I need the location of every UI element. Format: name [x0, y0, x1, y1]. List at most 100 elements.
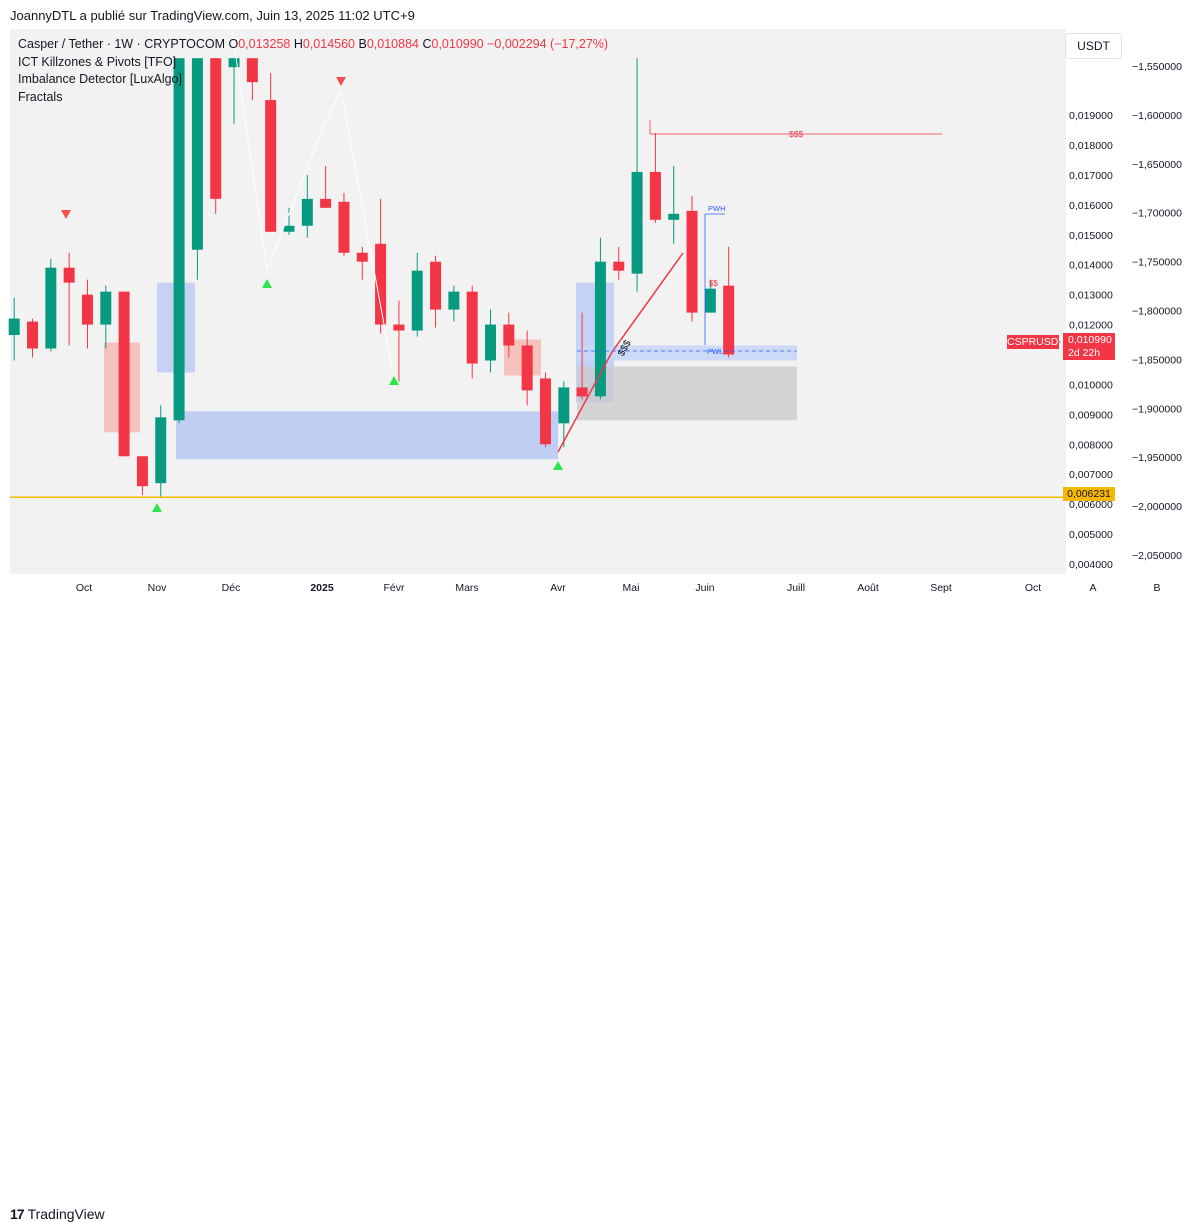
candle-body — [375, 243, 387, 325]
legend-open-value: 0,013258 — [238, 37, 291, 51]
y-tick-label: 0,008000 — [1069, 439, 1113, 451]
y-tick-label: 0,004000 — [1069, 559, 1113, 571]
candle-body — [191, 58, 203, 250]
fractal-up-icon — [389, 376, 399, 385]
pwl-zone — [577, 345, 797, 361]
fractal-up-icon — [262, 279, 272, 288]
indicator-fractals[interactable]: Fractals — [18, 89, 63, 104]
y-tick-label: 0,014000 — [1069, 260, 1113, 272]
candle-body — [320, 198, 332, 208]
fractal-down-icon — [336, 77, 346, 86]
fractal-up-icon — [553, 461, 563, 470]
y-tick-label: 0,019000 — [1069, 110, 1113, 122]
price-tag-box — [1063, 333, 1115, 360]
price-tag-countdown: 2d 22h — [1068, 347, 1101, 359]
candle-body — [466, 291, 478, 364]
price-axis[interactable] — [1066, 29, 1200, 574]
candles-layer — [8, 58, 735, 499]
candle-body — [704, 288, 716, 313]
axis-extra-label: B — [1153, 582, 1160, 594]
x-tick-label: Juill — [787, 582, 805, 594]
candle-body — [27, 321, 39, 349]
candle-body — [8, 318, 20, 336]
legend-open-label: O — [228, 37, 239, 51]
y2-tick-label: −1,600000 — [1132, 110, 1182, 122]
candle-body — [246, 58, 258, 83]
y-axis-labels: 0,004000 0,005000 0,006000 0,007000 0,008000… — [1069, 61, 1182, 571]
candle-body — [228, 58, 240, 68]
y2-tick-label: −1,700000 — [1132, 208, 1182, 220]
x-tick-label: Avr — [550, 582, 566, 594]
indicator-imbalance[interactable]: Imbalance Detector [LuxAlgo] — [18, 72, 182, 86]
x-tick-label: Oct — [1025, 582, 1041, 594]
candle-body — [558, 387, 570, 424]
candle-body — [411, 270, 423, 331]
legend-close-label: C — [422, 37, 432, 51]
y-tick-label: 0,009000 — [1069, 409, 1113, 421]
legend-low-value: 0,010884 — [366, 37, 419, 51]
y2-tick-label: −1,900000 — [1132, 403, 1182, 415]
pwh-label: PWH — [708, 204, 726, 213]
candle-body — [45, 267, 57, 349]
candle-body — [173, 58, 185, 421]
candle-body — [301, 198, 313, 226]
liquidity-label-mid: $$ — [709, 279, 718, 288]
legend-low-label: B — [358, 37, 367, 51]
y2-tick-label: −2,050000 — [1132, 550, 1182, 562]
y2-tick-label: −1,750000 — [1132, 257, 1182, 269]
candle-body — [503, 324, 515, 346]
x-tick-label: Oct — [76, 582, 92, 594]
candle-body — [118, 291, 130, 457]
price-tag-price: 0,010990 — [1068, 334, 1112, 346]
price-tag-symbol: CSPRUSDT — [1007, 335, 1065, 349]
x-tick-label: Déc — [222, 582, 241, 594]
candle-body — [338, 201, 350, 253]
candle-body — [668, 213, 680, 220]
y2-tick-label: −1,850000 — [1132, 354, 1182, 366]
tradingview-logo[interactable]: 17 TradingView — [10, 1206, 105, 1222]
candle-body — [81, 294, 93, 325]
fractal-up-icon — [152, 503, 162, 512]
legend-symbol: Casper / Tether · 1W · CRYPTOCOM — [18, 37, 225, 51]
y-tick-label: 0,013000 — [1069, 290, 1113, 302]
published-info: JoannyDTL a publié sur TradingView.com, … — [10, 8, 415, 23]
legend-ohlc-row: Casper / Tether · 1W · CRYPTOCOM O0,0132… — [18, 36, 608, 54]
indicator-killzones[interactable]: ICT Killzones & Pivots [TFO] — [18, 54, 177, 69]
candle-body — [649, 171, 661, 220]
x-tick-label: Août — [857, 582, 879, 594]
y2-tick-label: −1,650000 — [1132, 159, 1182, 171]
tradingview-brand: TradingView — [27, 1206, 105, 1222]
x-tick-label: Mars — [455, 582, 478, 594]
y2-tick-label: −1,950000 — [1132, 452, 1182, 464]
y-tick-label: 0,012000 — [1069, 320, 1113, 332]
x-tick-label: 2025 — [310, 582, 334, 594]
tradingview-logo-icon: 17 — [10, 1206, 25, 1222]
candle-body — [100, 291, 112, 325]
liquidity-label: $$$ — [789, 129, 803, 139]
y-tick-label: 0,016000 — [1069, 200, 1113, 212]
candle-body — [539, 378, 551, 445]
legend-close-value: 0,010990 — [431, 37, 484, 51]
x-tick-label: Nov — [148, 582, 167, 594]
y-tick-label: 0,017000 — [1069, 170, 1113, 182]
legend-high-label: H — [293, 37, 303, 51]
currency-button[interactable]: USDT — [1065, 33, 1122, 59]
y2-tick-label: −1,800000 — [1132, 306, 1182, 318]
candle-body — [723, 285, 735, 355]
top-bar: JoannyDTL a publié sur TradingView.com, … — [0, 0, 1200, 30]
y-tick-label: 0,006000 — [1069, 499, 1113, 511]
candle-body — [283, 225, 295, 232]
x-axis-labels: Oct Nov Déc 2025 Févr Mars Avr Mai Juin Juill Août… — [76, 582, 1161, 594]
candle-body — [155, 417, 167, 484]
zigzag-line — [231, 29, 393, 369]
chart-legend: Casper / Tether · 1W · CRYPTOCOM O0,0132… — [18, 36, 608, 106]
candle-body — [265, 100, 277, 232]
y2-tick-label: −2,000000 — [1132, 501, 1182, 513]
candle-body — [576, 387, 588, 397]
trend-line — [557, 252, 684, 453]
candle-body — [521, 345, 533, 391]
candle-body — [393, 324, 405, 331]
candle-body — [430, 261, 442, 310]
range-box — [577, 366, 797, 421]
